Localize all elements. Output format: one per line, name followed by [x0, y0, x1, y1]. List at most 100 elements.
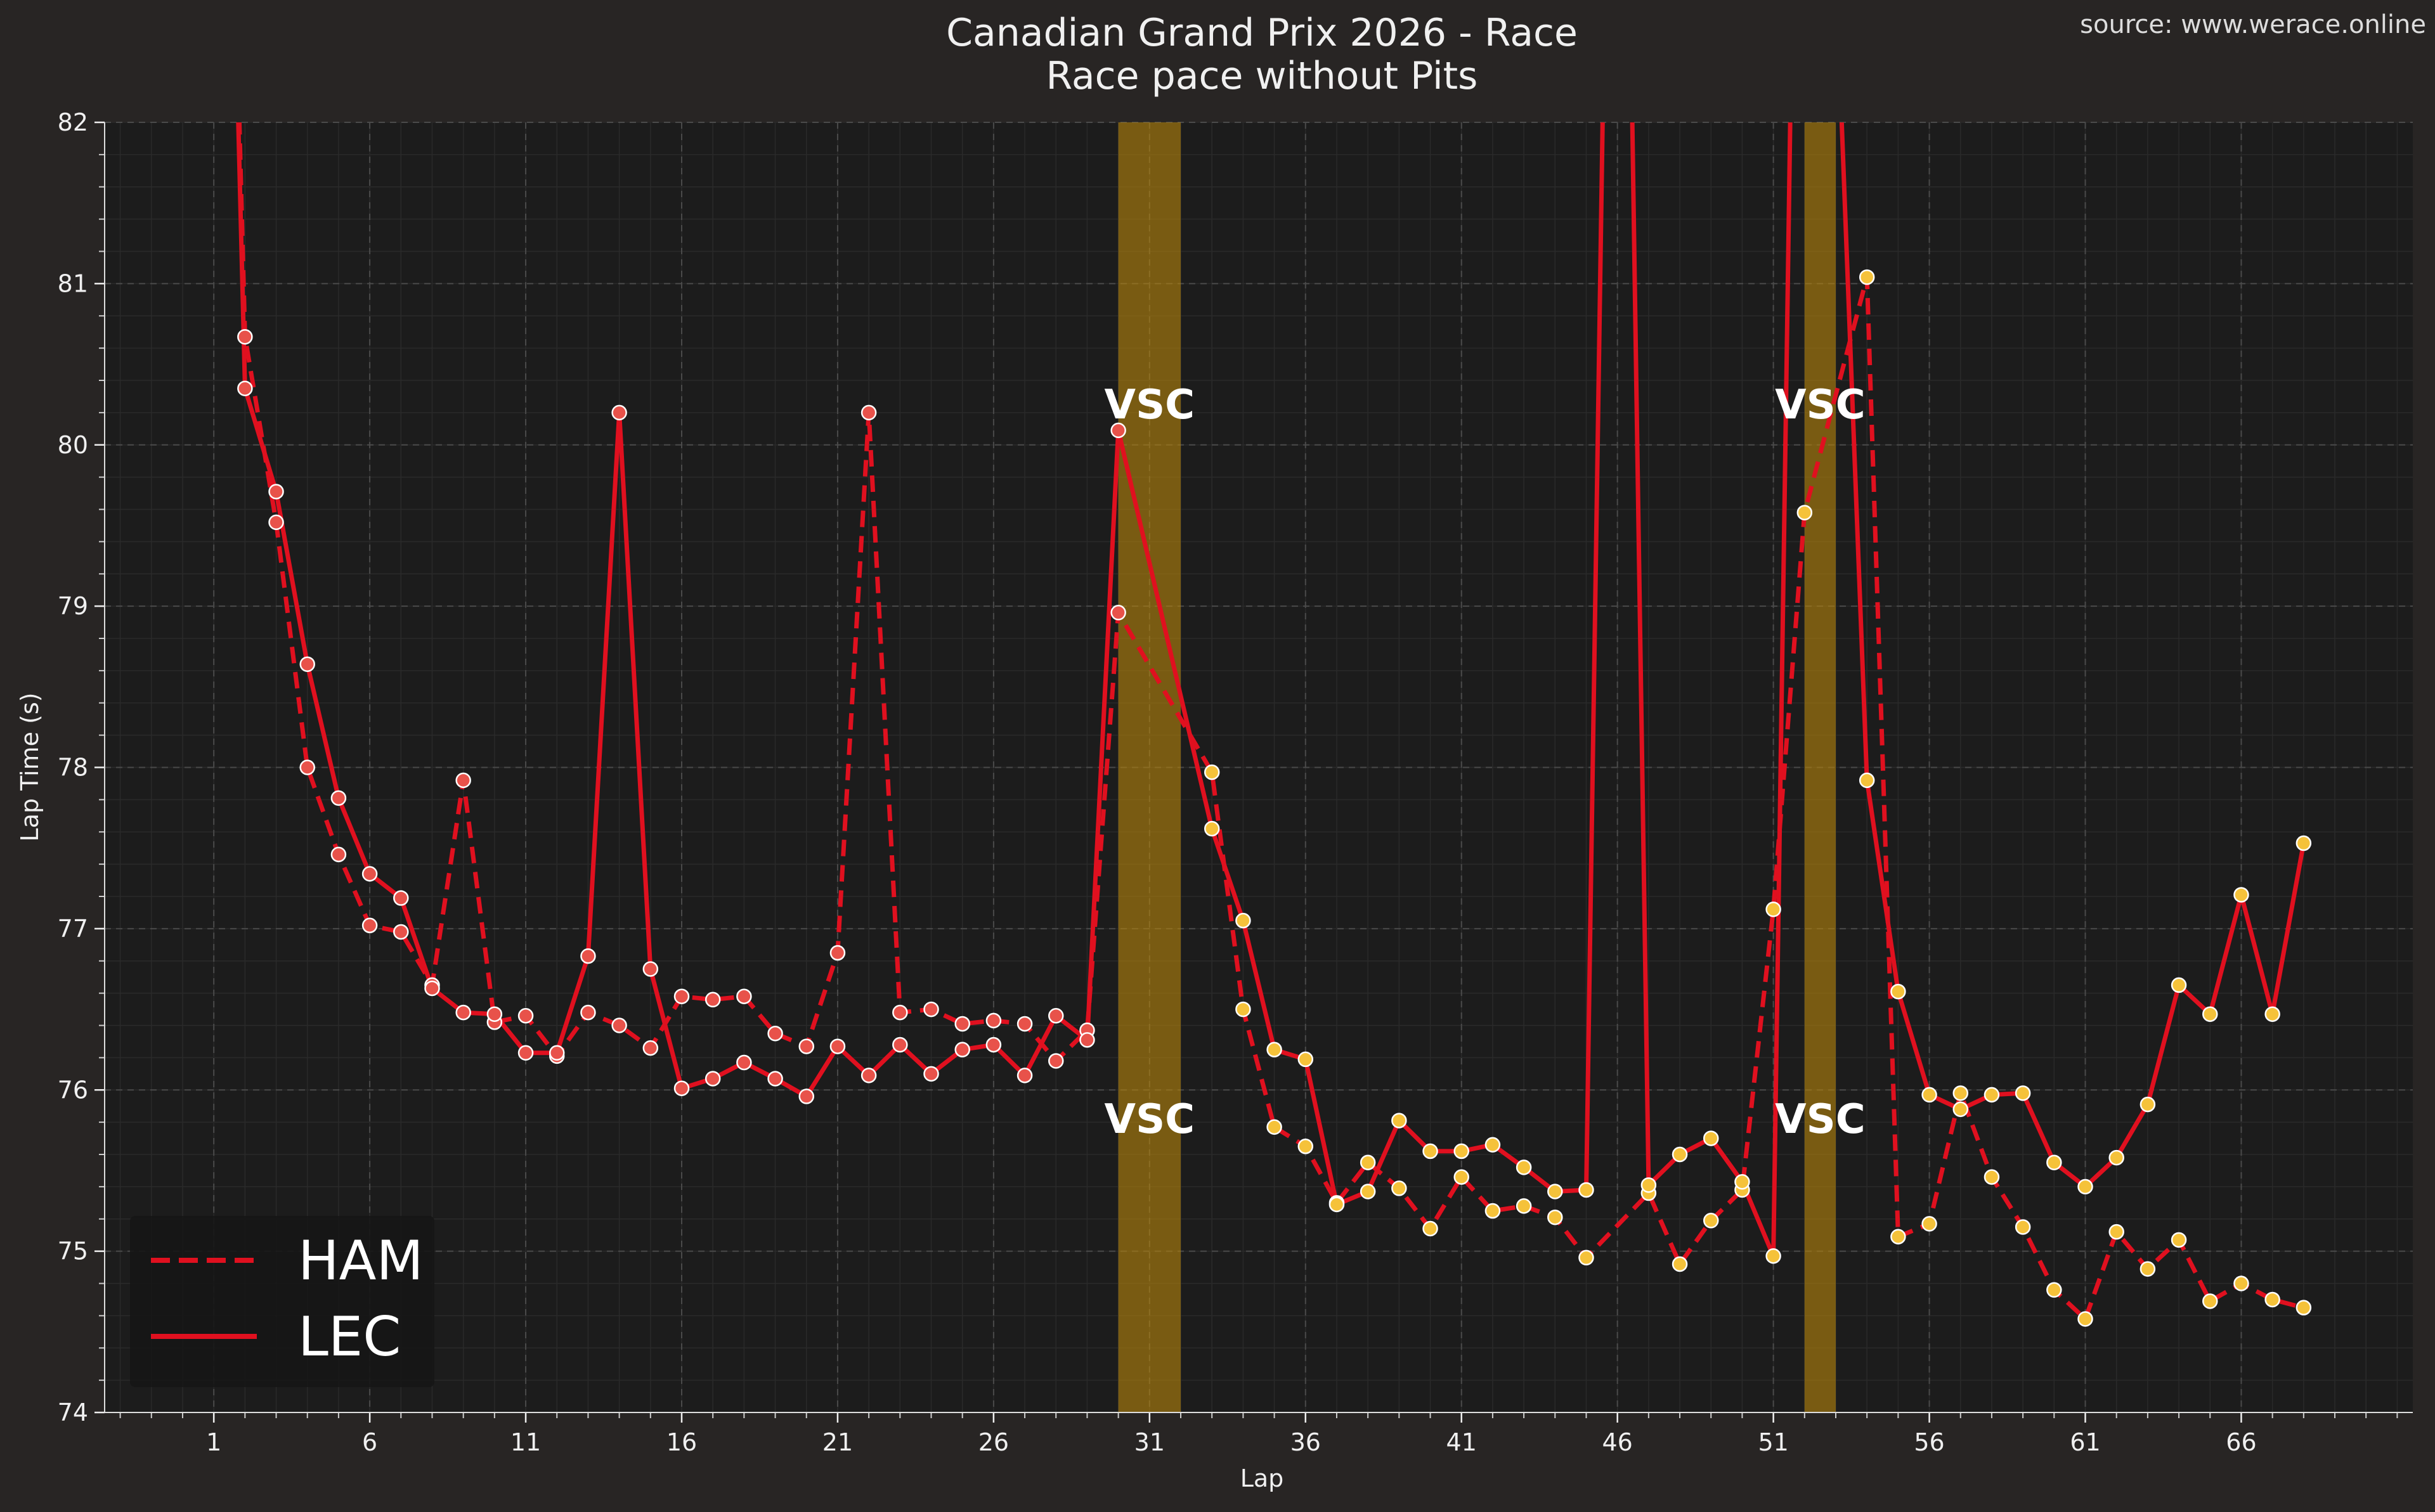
data-point-lec [1484, 1137, 1501, 1153]
data-point-ham [985, 1012, 1002, 1029]
data-point-ham [393, 924, 409, 940]
x-axis-label: Lap [1240, 1464, 1284, 1492]
data-point-lec [1921, 1087, 1937, 1103]
data-point-ham [1859, 269, 1875, 285]
x-tick-label: 6 [362, 1428, 377, 1456]
data-point-ham [611, 1018, 627, 1033]
data-point-ham [1204, 764, 1220, 780]
data-point-lec [1016, 1068, 1033, 1083]
legend-lec-label: LEC [298, 1305, 401, 1369]
vsc-labels: VSC VSC VSC VSC [1105, 382, 1866, 1143]
data-point-lec [2295, 835, 2312, 851]
data-point-lec [1547, 1184, 1563, 1199]
data-point-lec [985, 1037, 1002, 1053]
data-point-ham [767, 1025, 783, 1042]
legend-box [130, 1216, 434, 1387]
data-point-lec [549, 1045, 565, 1061]
data-point-lec [268, 484, 284, 500]
data-point-lec [829, 1038, 846, 1054]
data-point-lec [330, 790, 347, 806]
vsc-band [1804, 122, 1836, 1412]
x-tick-label: 56 [1914, 1428, 1944, 1456]
data-point-lec [1890, 983, 1906, 1000]
data-point-lec [1578, 1182, 1594, 1198]
data-point-lec [673, 1080, 690, 1096]
y-tick-label: 82 [58, 108, 88, 136]
data-point-lec [767, 1071, 783, 1087]
data-point-ham [1890, 1229, 1906, 1244]
data-point-ham [1484, 1203, 1501, 1219]
data-point-ham [2264, 1291, 2280, 1308]
data-point-lec [798, 1089, 815, 1104]
data-point-ham [2015, 1219, 2031, 1235]
x-tick-label: 36 [1290, 1428, 1321, 1456]
data-point-lec [860, 1068, 877, 1083]
chart-title: Canadian Grand Prix 2026 - Race [946, 11, 1578, 55]
data-point-ham [673, 988, 690, 1004]
data-point-ham [1952, 1085, 1969, 1101]
data-point-lec [2077, 1179, 2093, 1195]
x-tick-label: 11 [510, 1428, 541, 1456]
data-point-ham [736, 988, 752, 1004]
data-point-lec [611, 404, 627, 421]
vsc-label: VSC [1105, 382, 1195, 429]
data-point-ham [1765, 901, 1781, 917]
chart-subtitle: Race pace without Pits [1046, 54, 1478, 98]
data-point-lec [1734, 1173, 1750, 1190]
data-point-ham [705, 992, 721, 1008]
x-tick-label: 66 [2226, 1428, 2256, 1456]
y-axis-label: Lap Time (s) [16, 692, 44, 841]
y-tick-label: 79 [58, 592, 88, 620]
data-point-lec [1453, 1143, 1469, 1160]
data-point-ham [1578, 1250, 1594, 1266]
data-point-ham [1360, 1154, 1376, 1170]
x-tick-label: 46 [1602, 1428, 1632, 1456]
y-tick-label: 76 [58, 1076, 88, 1104]
data-point-lec [2046, 1154, 2062, 1170]
data-point-ham [1547, 1209, 1563, 1225]
vsc-bands [1118, 122, 1836, 1412]
data-point-ham [1266, 1119, 1282, 1135]
data-point-ham [1422, 1220, 1438, 1237]
data-point-ham [2046, 1282, 2062, 1298]
data-point-ham [892, 1004, 908, 1021]
data-point-lec [2140, 1096, 2156, 1113]
data-point-ham [517, 1007, 534, 1024]
data-point-lec [1765, 1248, 1781, 1264]
data-point-lec [2233, 887, 2249, 903]
data-point-ham [361, 917, 378, 934]
data-point-ham [2233, 1276, 2249, 1291]
data-point-lec [2171, 977, 2187, 993]
data-point-lec [1391, 1113, 1407, 1128]
data-point-lec [486, 1006, 503, 1022]
data-point-lec [1110, 422, 1126, 439]
data-point-lec [1859, 772, 1875, 789]
data-point-lec [1266, 1042, 1282, 1057]
data-point-lec [455, 1004, 471, 1021]
data-point-ham [1048, 1053, 1064, 1069]
data-point-lec [892, 1037, 908, 1053]
data-point-ham [954, 1016, 970, 1032]
x-tick-label: 41 [1446, 1428, 1477, 1456]
y-tick-label: 81 [58, 269, 88, 297]
data-point-ham [1516, 1198, 1532, 1214]
data-point-lec [1297, 1051, 1314, 1068]
y-tick-label: 74 [58, 1399, 88, 1426]
data-point-ham [923, 1001, 939, 1018]
data-point-lec [1672, 1146, 1688, 1163]
x-tick-label: 1 [206, 1428, 221, 1456]
source-credit: source: www.werace.online [2080, 10, 2426, 39]
data-point-ham [580, 1004, 596, 1021]
data-point-lec [2015, 1085, 2031, 1101]
data-point-ham [1016, 1016, 1033, 1032]
data-point-ham [299, 759, 315, 775]
legend: HAM LEC [130, 1216, 434, 1387]
data-point-ham [1391, 1180, 1407, 1196]
data-point-ham [2202, 1293, 2218, 1309]
x-tick-label: 61 [2070, 1428, 2100, 1456]
data-point-lec [2264, 1006, 2280, 1022]
data-point-lec [1516, 1160, 1532, 1175]
data-point-lec [2108, 1149, 2124, 1166]
x-tick-label: 21 [822, 1428, 853, 1456]
data-point-lec [237, 380, 253, 396]
